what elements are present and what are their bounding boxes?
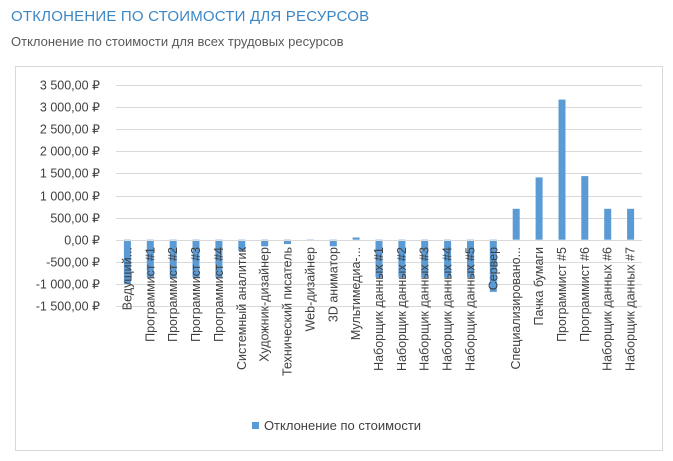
x-tick-label: Программист #4 [212, 247, 226, 342]
legend-label: Отклонение по стоимости [263, 418, 422, 433]
legend-swatch [251, 422, 259, 430]
x-tick-label: Наборщик данных #4 [441, 247, 455, 371]
y-tick-label: 2 000,00 ₽ [40, 145, 100, 159]
x-tick-label: Пачка бумаги [532, 247, 546, 325]
bar [604, 208, 612, 240]
x-tick-label: Программист #2 [166, 247, 180, 342]
bar [215, 239, 223, 278]
y-tick-label: 500,00 ₽ [50, 212, 100, 226]
y-tick-label: 1 000,00 ₽ [40, 190, 100, 204]
chart-legend: Отклонение по стоимости [0, 418, 673, 433]
x-tick-label: Наборщик данных #2 [395, 247, 409, 371]
y-tick-label: 3 000,00 ₽ [40, 101, 100, 115]
x-tick-label: Наборщик данных #5 [464, 247, 478, 371]
chart-area [15, 66, 663, 451]
x-tick-label: Специализировано... [509, 247, 523, 369]
y-tick-label: -1 000,00 ₽ [36, 278, 100, 292]
x-tick-label: Системный аналитик [235, 246, 249, 370]
y-tick-label: 3 500,00 ₽ [40, 79, 100, 93]
bar [329, 239, 337, 247]
bar [352, 237, 360, 240]
bar [489, 239, 497, 292]
bar [421, 239, 429, 278]
y-tick-label: 0,00 ₽ [64, 234, 100, 248]
x-tick-label: Наборщик данных #3 [418, 247, 432, 371]
x-tick-label: 3D аниматор [326, 247, 340, 322]
bar [146, 239, 154, 278]
x-tick-label: Наборщик данных #7 [624, 247, 638, 371]
bar [169, 239, 177, 278]
bar [581, 176, 589, 240]
x-tick-label: Наборщик данных #6 [601, 247, 615, 371]
x-tick-label: Мультимедиа-... [349, 247, 363, 340]
x-tick-label: Программист #6 [578, 247, 592, 342]
x-tick-label: Web-дизайнер [303, 247, 317, 331]
x-tick-label: Технический писатель [281, 247, 295, 376]
bar [192, 239, 200, 278]
report-subtitle: Отклонение по стоимости для всех трудовы… [11, 34, 344, 49]
bar [123, 239, 131, 284]
x-tick-label: Художник-дизайнер [258, 247, 272, 362]
y-tick-label: -1 500,00 ₽ [36, 300, 100, 314]
bar [261, 239, 269, 247]
bar [444, 239, 452, 278]
x-tick-label: Программист #1 [143, 247, 157, 342]
bar [398, 239, 406, 278]
x-tick-label: Программист #5 [555, 247, 569, 342]
x-tick-label: Наборщик данных #1 [372, 247, 386, 371]
x-tick-label: Программист #3 [189, 247, 203, 342]
bar [238, 239, 246, 251]
bar [627, 208, 635, 240]
y-tick-label: 2 500,00 ₽ [40, 123, 100, 137]
y-tick-label: -500,00 ₽ [46, 256, 100, 270]
y-tick-label: 1 500,00 ₽ [40, 167, 100, 181]
bar [467, 239, 474, 278]
bar [284, 239, 291, 245]
bar [375, 239, 383, 278]
x-tick-label: Сервер [486, 247, 500, 290]
bar [535, 177, 543, 240]
bar [558, 99, 566, 240]
report-title: ОТКЛОНЕНИЕ ПО СТОИМОСТИ ДЛЯ РЕСУРСОВ [11, 8, 370, 25]
bar [512, 208, 520, 240]
x-tick-label: Ведущий... [120, 247, 134, 310]
